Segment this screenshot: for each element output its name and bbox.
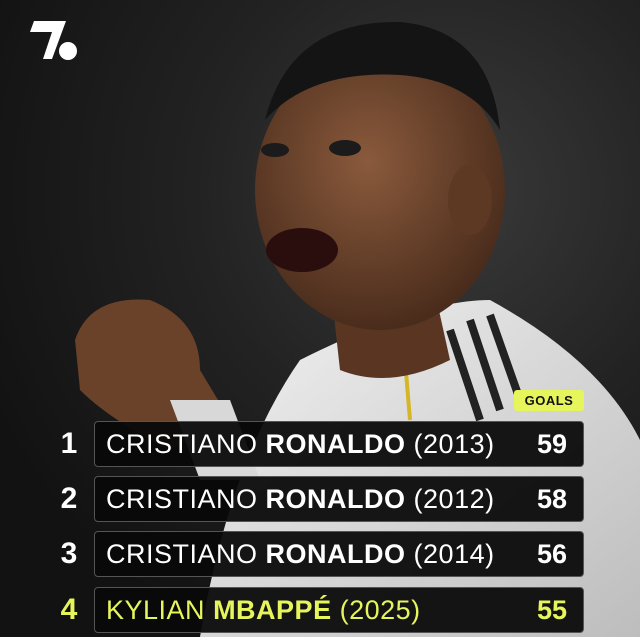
first-name: CRISTIANO: [106, 429, 258, 459]
last-name: RONALDO: [265, 484, 406, 514]
ranking-row: 1 CRISTIANO RONALDO (2013) 59: [0, 421, 640, 467]
player-bar: CRISTIANO RONALDO (2012) 58: [94, 476, 584, 522]
season-year: (2012): [413, 484, 495, 514]
player-bar: KYLIAN MBAPPÉ (2025) 55: [94, 587, 584, 633]
rank-number: 2: [60, 482, 78, 515]
ranking-row-highlighted: 4 KYLIAN MBAPPÉ (2025) 55: [0, 587, 640, 633]
goals-value: 58: [536, 484, 567, 514]
ranking-row: 2 CRISTIANO RONALDO (2012) 58: [0, 476, 640, 522]
goals-value: 56: [536, 539, 567, 569]
season-year: (2013): [413, 429, 495, 459]
first-name: CRISTIANO: [106, 484, 258, 514]
last-name: RONALDO: [265, 539, 406, 569]
player-name: CRISTIANO RONALDO (2013): [106, 422, 495, 466]
first-name: CRISTIANO: [106, 539, 258, 569]
goals-value: 55: [536, 595, 567, 625]
goals-column-badge: GOALS: [514, 390, 584, 411]
last-name: MBAPPÉ: [213, 595, 332, 625]
ranking-row: 3 CRISTIANO RONALDO (2014) 56: [0, 531, 640, 577]
rank-number: 4: [60, 593, 78, 626]
brand-logo: [30, 21, 77, 60]
player-bar: CRISTIANO RONALDO (2013) 59: [94, 421, 584, 467]
season-year: (2025): [339, 595, 421, 625]
rank-number: 1: [60, 427, 78, 460]
player-name: KYLIAN MBAPPÉ (2025): [106, 588, 421, 632]
player-name: CRISTIANO RONALDO (2012): [106, 477, 495, 521]
player-bar: CRISTIANO RONALDO (2014) 56: [94, 531, 584, 577]
season-year: (2014): [413, 539, 495, 569]
goals-value: 59: [536, 429, 567, 459]
first-name: KYLIAN: [106, 595, 206, 625]
rank-number: 3: [60, 537, 78, 570]
player-name: CRISTIANO RONALDO (2014): [106, 532, 495, 576]
last-name: RONALDO: [265, 429, 406, 459]
